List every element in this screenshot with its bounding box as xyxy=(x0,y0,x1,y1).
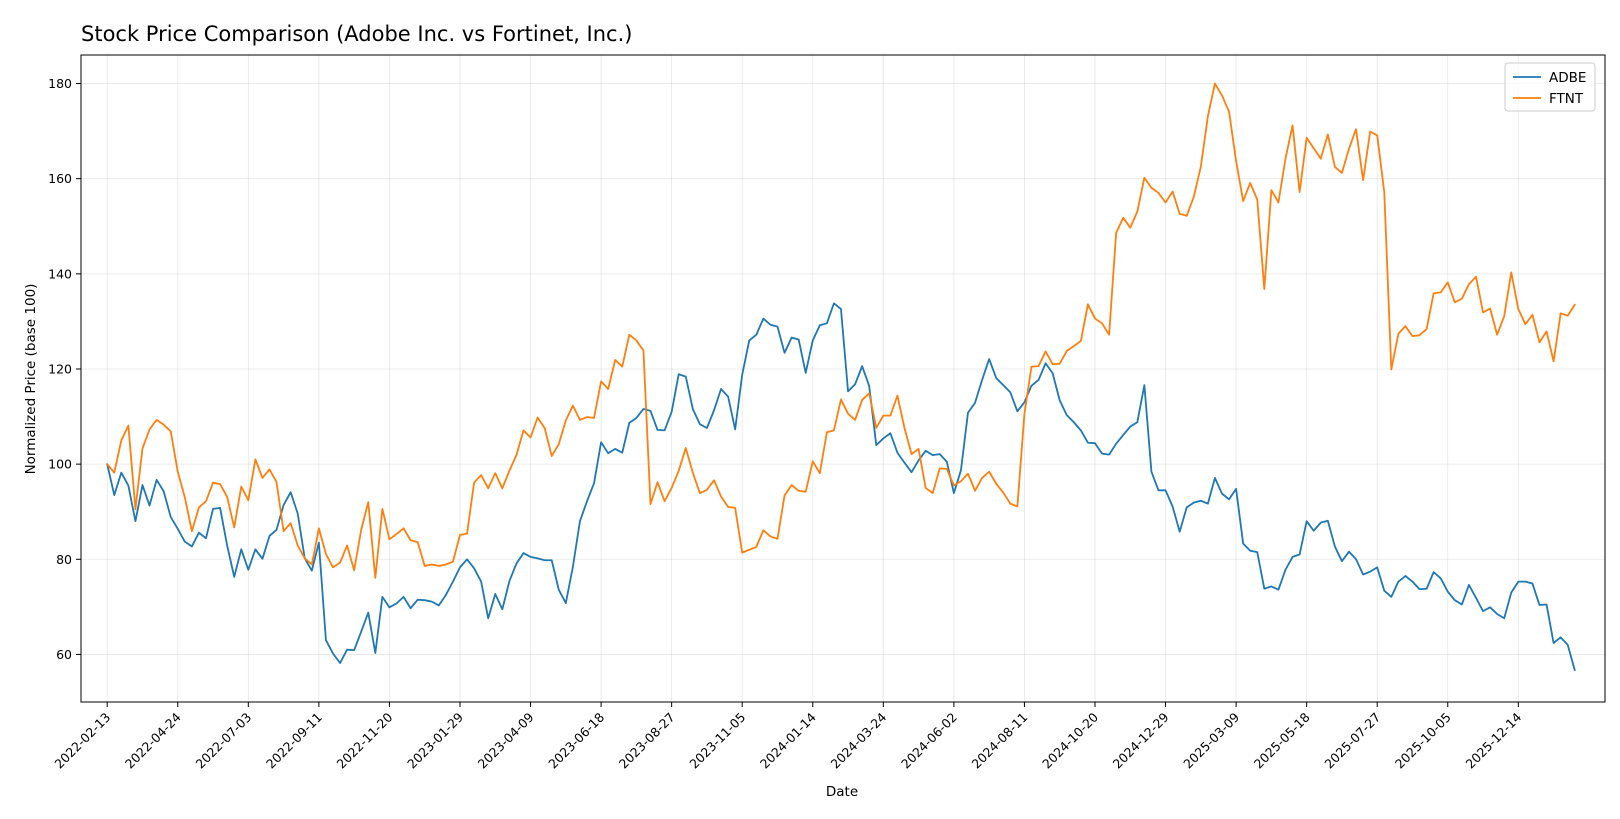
x-tick-label: 2025-03-09 xyxy=(1180,709,1242,771)
x-tick-label: 2023-01-29 xyxy=(404,709,466,771)
legend-label-adbe: ADBE xyxy=(1549,70,1586,86)
y-tick-label: 80 xyxy=(56,552,72,567)
y-tick-label: 160 xyxy=(48,171,72,186)
x-tick-label: 2022-07-03 xyxy=(192,710,254,772)
legend-box xyxy=(1504,62,1596,112)
y-tick-label: 140 xyxy=(48,266,72,281)
y-tick-label: 60 xyxy=(56,647,72,662)
y-tick-label: 180 xyxy=(48,76,72,91)
y-tick-label: 120 xyxy=(48,361,72,376)
legend-label-ftnt: FTNT xyxy=(1549,91,1584,107)
y-axis: 60 80 100 120 140 160 180 xyxy=(48,76,81,662)
series-line-adbe xyxy=(106,302,1576,672)
x-tick-label: 2024-08-11 xyxy=(969,710,1031,772)
x-tick-label: 2025-12-14 xyxy=(1462,709,1524,771)
plot-area-frame xyxy=(80,54,1606,703)
series-lines xyxy=(106,82,1576,672)
x-tick-label: 2022-04-24 xyxy=(122,709,184,771)
x-tick-label: 2023-06-18 xyxy=(545,709,607,771)
x-tick-label: 2024-01-14 xyxy=(757,709,819,771)
y-axis-label: Normalized Price (base 100) xyxy=(23,284,39,475)
y-tick-label: 100 xyxy=(48,457,72,472)
x-axis: 2022-02-13 2022-04-24 2022-07-03 2022-09-11… xyxy=(51,702,1524,771)
x-tick-label: 2025-07-27 xyxy=(1321,710,1383,772)
x-tick-label: 2024-10-20 xyxy=(1039,709,1101,771)
x-tick-label: 2022-11-20 xyxy=(334,709,396,771)
x-tick-label: 2022-02-13 xyxy=(51,710,113,772)
x-tick-label: 2022-09-11 xyxy=(263,710,325,772)
legend: ADBE FTNT xyxy=(1504,62,1596,112)
grid-lines xyxy=(81,55,1605,702)
x-axis-label: Date xyxy=(826,784,858,800)
x-tick-label: 2023-04-09 xyxy=(475,709,537,771)
x-tick-label: 2024-06-02 xyxy=(898,710,960,772)
x-tick-label: 2025-10-05 xyxy=(1392,710,1454,772)
x-tick-label: 2024-12-29 xyxy=(1110,709,1172,771)
series-line-ftnt xyxy=(106,82,1576,579)
chart-title: Stock Price Comparison (Adobe Inc. vs Fo… xyxy=(81,22,632,46)
x-tick-label: 2024-03-24 xyxy=(827,709,889,771)
x-tick-label: 2023-08-27 xyxy=(616,710,678,772)
x-tick-label: 2023-11-05 xyxy=(686,710,748,772)
x-tick-label: 2025-05-18 xyxy=(1251,709,1313,771)
